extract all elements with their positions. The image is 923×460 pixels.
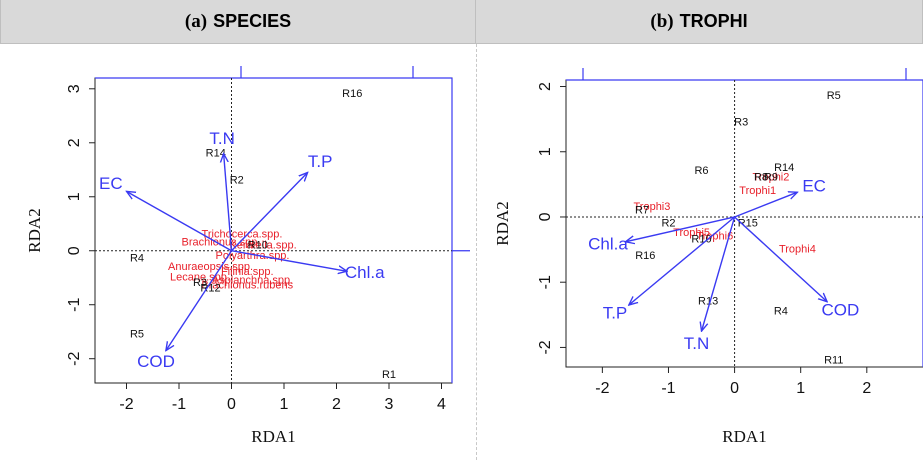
x-tick-label: 2	[862, 380, 871, 397]
species-label: Trophi5	[673, 227, 710, 239]
env-vector-arrow	[166, 250, 233, 351]
y-tick-label: -1	[537, 275, 554, 289]
env-vector-arrow	[702, 216, 736, 331]
site-label: R4	[774, 305, 788, 317]
x-tick-label: -2	[119, 396, 133, 413]
y-tick-label: 2	[66, 138, 83, 147]
x-tick-label: 2	[332, 396, 341, 413]
env-vector-arrow	[734, 216, 828, 302]
x-tick-label: -1	[172, 396, 186, 413]
panel-a-plot: -2 -1 0 1 2 3 4 -2 -1 0 1 2 3 RDA1 RDA2 Trichocerca.spp…	[25, 66, 470, 446]
species-label: Brachionus.rubens	[201, 280, 293, 292]
x-axis-label: RDA1	[722, 427, 766, 446]
env-vector-label: Chl.a	[588, 234, 628, 253]
site-label: R6	[694, 165, 708, 177]
species-label: Trophi3	[633, 201, 670, 213]
species-label: Trophi1	[739, 185, 776, 197]
y-tick-label: 1	[537, 147, 554, 156]
x-tick-label: 1	[280, 396, 289, 413]
site-label: R15	[738, 217, 758, 229]
y-tick-label: 0	[537, 212, 554, 221]
x-tick-label: 3	[385, 396, 394, 413]
site-label: R2	[661, 217, 675, 229]
y-tick-label: -1	[66, 298, 83, 312]
site-label: R5	[827, 90, 841, 102]
site-label: R14	[206, 147, 226, 159]
species-label: Filinia.spp.	[221, 266, 274, 278]
x-tick-label: -2	[595, 380, 609, 397]
site-label: R4	[130, 253, 144, 265]
x-tick-label: -1	[661, 380, 675, 397]
species-label: Brachionus.spp.	[182, 237, 261, 249]
env-vector-label: Chl.a	[345, 263, 385, 282]
x-tick-label: 1	[796, 380, 805, 397]
panel-b-header: (b) TROPHI	[476, 0, 923, 44]
site-label: R16	[635, 250, 655, 262]
y-tick-label: 0	[66, 246, 83, 255]
site-label: R10	[691, 234, 711, 246]
env-vector-label: T.N	[209, 129, 235, 148]
y-tick-label: 2	[537, 82, 554, 91]
site-label: R7	[635, 204, 649, 216]
y-tick-label: 1	[66, 192, 83, 201]
x-axis-label: RDA1	[251, 427, 295, 446]
x-tick-label: 0	[730, 380, 739, 397]
site-label: R8	[754, 172, 768, 184]
site-label: R3	[193, 277, 207, 289]
env-vector-arrow	[626, 216, 735, 242]
env-vector-arrow	[127, 191, 232, 252]
panel-separator	[476, 44, 477, 460]
env-vector-label: EC	[99, 174, 123, 193]
site-label: R10	[248, 239, 268, 251]
x-tick-label: 0	[227, 396, 236, 413]
env-vector-label: COD	[137, 352, 175, 371]
y-axis-label: RDA2	[25, 208, 44, 252]
site-label: R3	[734, 116, 748, 128]
y-tick-label: -2	[66, 351, 83, 365]
panel-b-title: TROPHI	[679, 11, 748, 31]
site-label: R2	[230, 174, 244, 186]
env-vector-label: T.N	[684, 334, 710, 353]
species-label: Trophi4	[779, 243, 816, 255]
env-vector-label: COD	[822, 301, 860, 320]
y-axis-label: RDA2	[493, 201, 512, 245]
env-vector-label: EC	[802, 177, 826, 196]
panel-a-label: (a)	[184, 10, 208, 32]
x-tick-label: 4	[437, 396, 446, 413]
y-tick-label: 3	[66, 84, 83, 93]
site-label: R16	[342, 88, 362, 100]
env-vector-arrow	[734, 192, 798, 218]
env-vector-arrow	[230, 172, 308, 252]
species-label: Keratella.spp.	[229, 239, 296, 251]
y-tick-label: -2	[537, 340, 554, 354]
env-vector-arrow	[629, 216, 736, 305]
site-label: R13	[698, 296, 718, 308]
panel-a-title: SPECIES	[213, 11, 292, 31]
site-label: R1	[382, 369, 396, 381]
env-vector-arrow	[231, 250, 348, 272]
site-label: R9	[764, 172, 778, 184]
species-label: Trichocerca.spp.	[202, 228, 283, 240]
site-label: R5	[130, 328, 144, 340]
site-label: R14	[774, 162, 794, 174]
site-label: R11	[824, 354, 843, 366]
species-label: Polyarthra.spp.	[216, 250, 290, 262]
species-label: Anuraeopsis.spp.	[168, 261, 253, 273]
species-label: Trophi2	[752, 172, 789, 184]
panel-a-header: (a) SPECIES	[0, 0, 476, 44]
env-vector-label: T.P	[308, 152, 333, 171]
env-vector-arrow	[224, 154, 233, 251]
env-vector-label: T.P	[603, 303, 628, 322]
panel-b-label: (b)	[650, 10, 674, 32]
species-label: Asplanchna.spp.	[212, 274, 293, 286]
species-label: Trophi6	[696, 230, 733, 242]
